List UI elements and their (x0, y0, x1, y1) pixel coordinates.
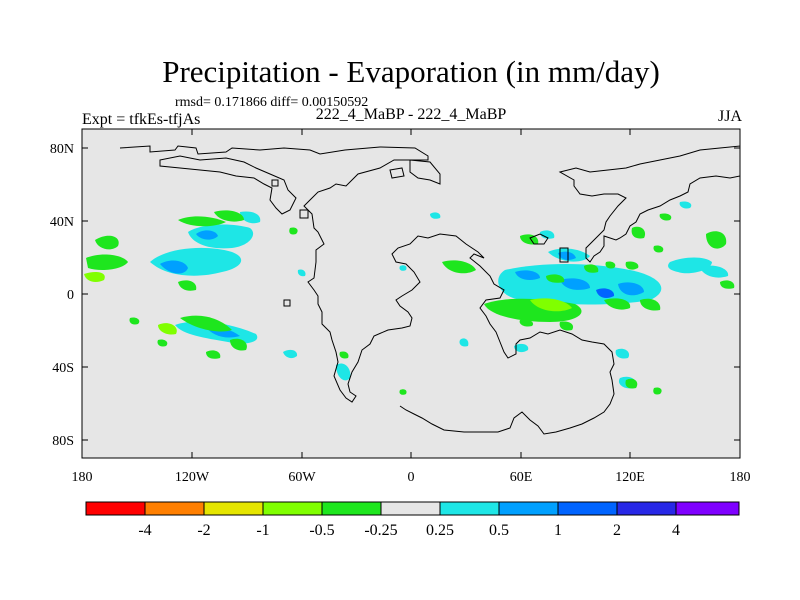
colorbar-label: 0.25 (426, 522, 454, 539)
experiment-label: Expt = tfkEs-tfjAs (82, 111, 201, 128)
stats-label: rmsd= 0.171866 diff= 0.00150592 (175, 95, 369, 110)
colorbar-label: -4 (138, 522, 151, 539)
lat-tick-label: 0 (67, 288, 74, 303)
comparison-label: 222_4_MaBP - 222_4_MaBP (315, 106, 507, 123)
season-label: JJA (717, 108, 742, 125)
colorbar-swatch (498, 501, 559, 516)
colorbar-label: -0.5 (309, 522, 334, 539)
lon-tick-label: 60W (288, 470, 316, 485)
colorbar-swatch (380, 501, 441, 516)
lon-tick-label: 120E (615, 470, 645, 485)
colorbar-swatch (85, 501, 146, 516)
lon-tick-label: 60E (510, 470, 533, 485)
lat-tick-label: 80S (52, 434, 74, 449)
colorbar-swatch (144, 501, 205, 516)
colorbar-swatch (675, 501, 740, 516)
colorbar-label: -0.25 (364, 522, 397, 539)
lon-tick-label: 180 (72, 470, 93, 485)
colorbar-labels: -4 -2 -1 -0.5 -0.25 0.25 0.5 1 2 4 (138, 522, 680, 539)
lat-tick-label: 80N (50, 142, 74, 157)
lon-tick-label: 0 (408, 470, 415, 485)
colorbar-swatch (262, 501, 323, 516)
colorbar-label: 2 (613, 522, 621, 539)
colorbar-swatch (439, 501, 500, 516)
positive-anomaly-layer (150, 201, 729, 389)
colorbar-label: 0.5 (489, 522, 509, 539)
lat-tick-label: 40N (50, 215, 74, 230)
colorbar-swatch (616, 501, 677, 516)
tick-marks (81, 129, 741, 458)
lat-tick-labels: 80N 40N 0 40S 80S (50, 142, 74, 449)
colorbar-swatch (557, 501, 618, 516)
lat-tick-label: 40S (52, 361, 74, 376)
colorbar-swatch (321, 501, 382, 516)
coastlines (119, 145, 741, 435)
plot-title: Precipitation - Evaporation (in mm/day) (162, 54, 660, 89)
colorbar-swatch (203, 501, 264, 516)
colorbar-label: 4 (672, 522, 680, 539)
lon-tick-label: 120W (175, 470, 210, 485)
colorbar-label: -2 (197, 522, 210, 539)
lon-tick-label: 180 (730, 470, 751, 485)
colorbar-label: 1 (554, 522, 562, 539)
colorbar-label: -1 (256, 522, 269, 539)
colorbar (85, 501, 740, 516)
lon-tick-labels: 180 120W 60W 0 60E 120E 180 (72, 470, 751, 485)
